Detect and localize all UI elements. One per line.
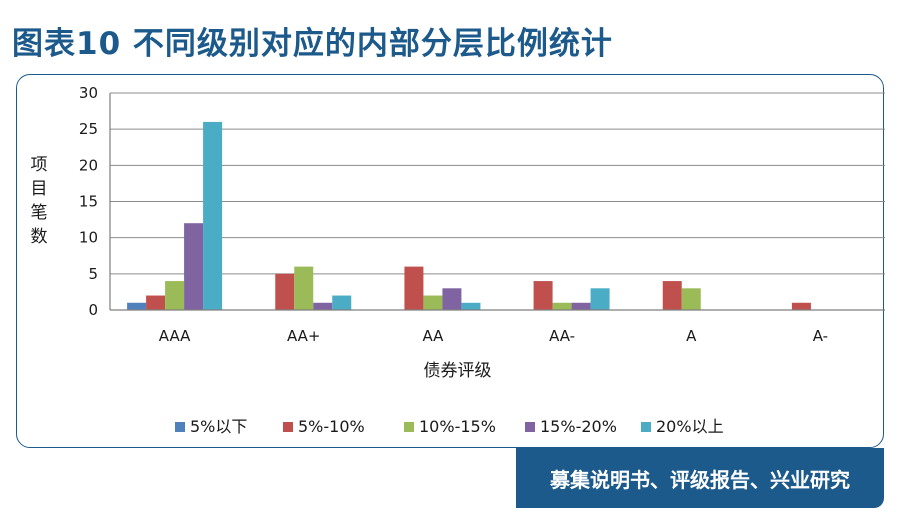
y-tick-label: 10 <box>79 229 98 247</box>
legend: 5%以下 5%-10% 10%-15% 15%-20% 20%以上 <box>175 417 724 436</box>
bar <box>294 266 314 310</box>
y-axis-label-char: 数 <box>31 227 48 247</box>
source-banner: 募集说明书、评级报告、兴业研究 <box>516 448 884 508</box>
y-tick-label: 20 <box>79 156 98 174</box>
x-tick-label: AA+ <box>287 327 321 345</box>
x-axis-label: 债券评级 <box>424 361 492 381</box>
bar <box>461 302 481 310</box>
y-tick-label: 15 <box>79 193 98 211</box>
legend-swatch <box>404 422 414 432</box>
y-tick-label: 30 <box>79 84 98 102</box>
figure-title: 图表10 不同级别对应的内部分层比例统计 <box>12 26 613 62</box>
bar <box>404 266 424 310</box>
gridlines <box>110 92 885 275</box>
bar <box>423 295 443 310</box>
y-tick-label: 0 <box>88 301 98 319</box>
bars <box>127 121 811 310</box>
x-tick-label: A <box>686 327 697 345</box>
y-axis-label-char: 笔 <box>31 203 48 223</box>
bar <box>571 302 591 310</box>
bar <box>681 288 701 310</box>
chart-frame: 0 5 10 15 20 25 30 AAA AA+ AA AA- A A- 项目笔数 债券评级 5%… <box>16 74 885 448</box>
legend-swatch <box>175 422 185 432</box>
bar <box>662 281 682 310</box>
y-tick-label: 5 <box>88 265 98 283</box>
x-tick-label: AA <box>422 327 444 345</box>
legend-entry: 5%-10% <box>298 417 365 436</box>
legend-swatch <box>525 422 535 432</box>
bar <box>332 295 352 310</box>
legend-entry: 15%-20% <box>540 417 617 436</box>
bar <box>313 302 333 310</box>
bar <box>533 281 553 310</box>
bar <box>203 121 223 310</box>
legend-swatch <box>283 422 293 432</box>
x-tick-label: AA- <box>549 327 575 345</box>
x-tick-labels: AAA AA+ AA AA- A A- <box>159 327 828 345</box>
legend-entry: 10%-15% <box>419 417 496 436</box>
bar <box>146 295 166 310</box>
bar <box>552 302 572 310</box>
x-tick-label: A- <box>813 327 828 345</box>
legend-entry: 5%以下 <box>190 417 247 436</box>
y-tick-labels: 0 5 10 15 20 25 30 <box>79 84 98 319</box>
x-tick-label: AAA <box>159 327 191 345</box>
axes <box>109 93 885 311</box>
y-axis-label-char: 目 <box>31 179 48 199</box>
bar <box>590 288 610 310</box>
bar <box>165 281 185 310</box>
bar <box>127 302 147 310</box>
y-axis-label-char: 项 <box>31 155 48 175</box>
bar <box>275 273 295 310</box>
bar <box>791 302 811 310</box>
y-tick-label: 25 <box>79 120 98 138</box>
legend-entry: 20%以上 <box>656 417 724 436</box>
bar <box>184 223 204 310</box>
legend-swatch <box>641 422 651 432</box>
bar <box>442 288 462 310</box>
